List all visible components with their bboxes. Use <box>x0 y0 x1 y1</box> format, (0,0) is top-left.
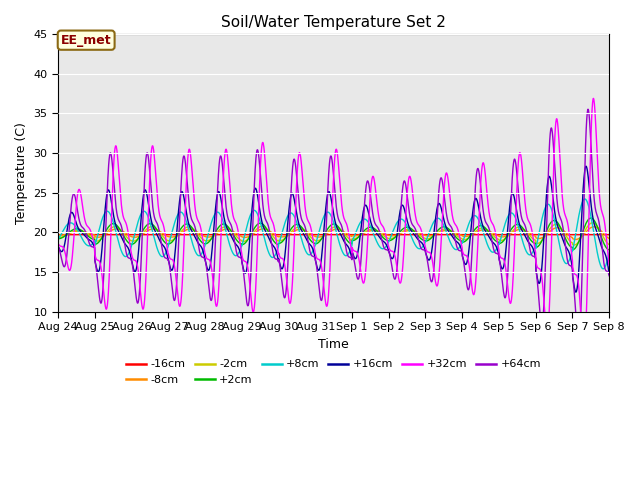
-16cm <box>494 232 502 238</box>
+8cm <box>572 230 580 236</box>
-16cm <box>208 232 216 238</box>
-8cm <box>362 230 369 236</box>
+64cm <box>584 107 592 112</box>
+16cm <box>349 252 357 258</box>
Line: +16cm: +16cm <box>58 166 609 292</box>
+16cm <box>572 289 580 295</box>
-2cm <box>557 225 564 230</box>
-16cm <box>572 232 580 238</box>
+32cm <box>557 165 564 170</box>
+16cm <box>582 163 590 169</box>
+8cm <box>557 246 564 252</box>
+64cm <box>362 190 369 196</box>
-8cm <box>494 233 502 239</box>
+32cm <box>54 240 62 246</box>
-2cm <box>349 236 357 241</box>
-8cm <box>572 237 580 242</box>
+8cm <box>494 244 502 250</box>
+64cm <box>208 296 216 302</box>
+2cm <box>605 247 613 252</box>
-16cm <box>349 232 357 238</box>
+8cm <box>599 266 607 272</box>
+16cm <box>572 289 580 295</box>
+2cm <box>588 215 595 221</box>
+2cm <box>557 225 564 230</box>
-2cm <box>494 236 502 242</box>
-2cm <box>54 234 62 240</box>
Line: +2cm: +2cm <box>58 218 609 250</box>
+64cm <box>54 243 62 249</box>
X-axis label: Time: Time <box>318 337 349 351</box>
+2cm <box>362 227 369 232</box>
-8cm <box>54 232 62 238</box>
+16cm <box>362 202 369 208</box>
+2cm <box>349 238 357 243</box>
+8cm <box>605 249 613 255</box>
+8cm <box>362 216 369 222</box>
+2cm <box>54 236 62 241</box>
+64cm <box>605 273 613 279</box>
Line: -8cm: -8cm <box>58 227 609 240</box>
-16cm <box>557 232 564 238</box>
-8cm <box>208 233 216 239</box>
Line: +32cm: +32cm <box>58 98 609 350</box>
+8cm <box>54 237 62 242</box>
+32cm <box>362 271 369 276</box>
-16cm <box>362 232 369 238</box>
+64cm <box>494 251 502 257</box>
+64cm <box>572 311 580 316</box>
+32cm <box>580 347 588 353</box>
Line: +8cm: +8cm <box>58 199 609 269</box>
-8cm <box>590 224 598 229</box>
+32cm <box>494 241 502 247</box>
Line: +64cm: +64cm <box>58 109 609 340</box>
-2cm <box>362 229 369 235</box>
+32cm <box>349 247 357 253</box>
+64cm <box>349 254 357 260</box>
-2cm <box>572 241 580 247</box>
+16cm <box>208 250 216 256</box>
Y-axis label: Temperature (C): Temperature (C) <box>15 122 28 224</box>
-8cm <box>605 236 613 241</box>
-2cm <box>570 242 578 248</box>
+32cm <box>589 96 597 101</box>
-2cm <box>605 242 613 248</box>
-8cm <box>557 226 564 231</box>
+2cm <box>569 247 577 252</box>
+16cm <box>494 248 502 253</box>
+16cm <box>557 230 564 236</box>
-16cm <box>605 232 613 238</box>
-2cm <box>208 236 216 241</box>
-8cm <box>349 233 357 239</box>
+2cm <box>572 244 580 250</box>
-8cm <box>572 237 580 242</box>
+16cm <box>605 272 613 277</box>
+16cm <box>54 243 62 249</box>
Legend: -16cm, -8cm, -2cm, +2cm, +8cm, +16cm, +32cm, +64cm: -16cm, -8cm, -2cm, +2cm, +8cm, +16cm, +3… <box>122 355 545 389</box>
+64cm <box>557 215 564 221</box>
-16cm <box>54 232 62 238</box>
Text: EE_met: EE_met <box>61 34 111 47</box>
+8cm <box>349 236 357 241</box>
+32cm <box>208 267 216 273</box>
+32cm <box>572 272 580 277</box>
Title: Soil/Water Temperature Set 2: Soil/Water Temperature Set 2 <box>221 15 446 30</box>
+2cm <box>208 235 216 241</box>
Line: -2cm: -2cm <box>58 223 609 245</box>
+8cm <box>581 196 589 202</box>
+64cm <box>575 337 582 343</box>
+2cm <box>494 239 502 245</box>
-2cm <box>589 220 596 226</box>
+8cm <box>208 219 216 225</box>
+32cm <box>605 263 613 268</box>
